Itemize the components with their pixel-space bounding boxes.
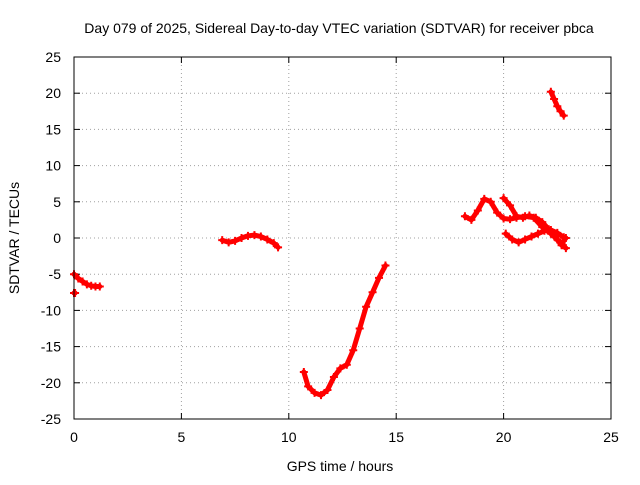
x-tick-label: 10: [281, 429, 297, 445]
data-point: [538, 218, 547, 227]
data-point: [304, 382, 313, 391]
data-point: [269, 239, 278, 248]
data-point: [342, 360, 351, 369]
data-point: [274, 243, 283, 252]
data-point: [71, 289, 80, 298]
y-axis-label: SDTVAR / TECUs: [6, 182, 22, 294]
data-point: [237, 234, 246, 242]
data-point: [499, 194, 508, 203]
plot-frame: [73, 56, 612, 420]
data-point: [250, 231, 259, 240]
series-arc-8: [546, 87, 568, 120]
x-axis-label: GPS time / hours: [287, 458, 394, 474]
data-point: [506, 215, 515, 224]
data-point: [553, 228, 562, 237]
data-point: [473, 206, 482, 215]
data-point: [559, 111, 568, 120]
data-point: [531, 213, 540, 222]
series-line: [503, 227, 567, 245]
y-tick-label: -5: [49, 266, 62, 282]
y-tick-label: -15: [41, 339, 61, 355]
data-point: [224, 238, 233, 247]
y-tick-label: 5: [53, 194, 61, 210]
data-point: [218, 236, 227, 245]
data-point: [553, 102, 562, 111]
x-tick-label: 5: [178, 429, 186, 445]
series-line: [219, 232, 281, 250]
data-point: [375, 273, 384, 282]
y-tick-label: 15: [45, 121, 61, 137]
data-point: [329, 373, 338, 382]
series-arc-3: [218, 231, 283, 252]
series-arc-1: [70, 289, 80, 298]
y-tick-label: -10: [41, 302, 61, 318]
data-point: [512, 212, 521, 221]
data-point: [559, 233, 568, 242]
x-tick-label: 25: [603, 429, 619, 445]
data-point: [556, 107, 565, 116]
data-point: [299, 367, 308, 376]
data-point: [310, 388, 319, 397]
data-point: [381, 261, 390, 270]
y-tick-label: 20: [45, 85, 61, 101]
series-arc-2: [70, 270, 104, 291]
x-tick-label: 15: [388, 429, 404, 445]
data-point: [518, 213, 527, 222]
data-point: [480, 194, 489, 203]
data-point: [368, 288, 377, 297]
series-arc-4: [299, 261, 390, 400]
y-tick-label: -20: [41, 375, 61, 391]
data-point: [546, 87, 555, 96]
data-point: [74, 274, 83, 283]
data-point: [95, 282, 104, 291]
data-point: [493, 208, 502, 217]
y-tick-label: 0: [53, 230, 61, 246]
data-point: [82, 280, 91, 289]
data-point: [557, 241, 566, 250]
data-point: [78, 277, 87, 286]
data-point: [336, 364, 345, 373]
data-point: [355, 324, 364, 333]
data-series: [70, 87, 570, 400]
data-point: [349, 346, 358, 355]
data-point: [525, 211, 534, 220]
data-point: [546, 226, 555, 235]
data-point: [263, 235, 272, 244]
data-point: [460, 212, 469, 221]
y-tick-label: 10: [45, 158, 61, 174]
x-tick-label: 20: [496, 429, 512, 445]
data-point: [561, 244, 570, 253]
data-point: [231, 236, 240, 245]
data-point: [521, 235, 530, 244]
data-point: [317, 391, 326, 400]
data-point: [362, 302, 371, 311]
data-point: [508, 235, 517, 244]
data-point: [323, 386, 332, 395]
data-point: [467, 215, 476, 224]
data-point: [527, 232, 536, 241]
chart-title: Day 079 of 2025, Sidereal Day-to-day VTE…: [84, 20, 594, 36]
y-tick-label: -25: [41, 411, 61, 427]
data-point: [256, 232, 265, 241]
data-point: [506, 201, 515, 210]
data-point: [514, 238, 523, 247]
series-arc-7: [501, 226, 568, 247]
data-point: [533, 229, 542, 238]
y-tick-label: 25: [45, 49, 61, 65]
data-point: [486, 197, 495, 206]
data-point: [501, 229, 510, 238]
x-tick-label: 0: [70, 429, 78, 445]
grid-lines: [74, 57, 611, 419]
axis-ticks: 0 5 10 15 20 25 25 20 15 10 5 0 -5 -10 -15 -20 -25: [41, 49, 619, 445]
series-line: [301, 263, 388, 398]
data-point: [550, 94, 559, 103]
